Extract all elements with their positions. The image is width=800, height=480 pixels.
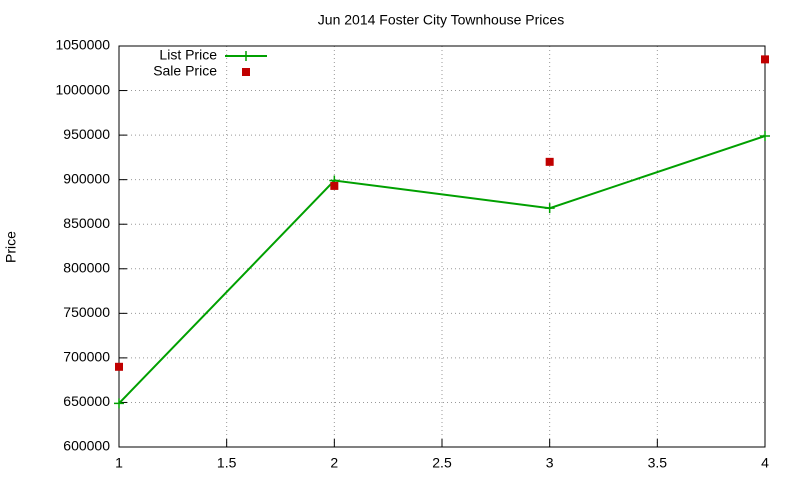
y-tick-label: 600000 — [63, 438, 110, 454]
legend-label: Sale Price — [153, 63, 217, 79]
y-tick-label: 850000 — [63, 215, 110, 231]
point — [760, 131, 770, 142]
x-tick-label: 3.5 — [648, 455, 668, 471]
x-tick-label: 4 — [761, 455, 769, 471]
point — [114, 398, 124, 409]
chart-title: Jun 2014 Foster City Townhouse Prices — [318, 12, 564, 28]
series-line — [118, 135, 766, 405]
x-tick-label: 2 — [330, 455, 338, 471]
point — [544, 203, 555, 214]
x-tick-label: 3 — [546, 455, 554, 471]
legend-label: List Price — [159, 47, 217, 63]
point — [330, 181, 339, 190]
y-tick-label: 750000 — [63, 304, 110, 320]
y-tick-label: 900000 — [63, 170, 110, 186]
point — [115, 362, 123, 371]
y-tick-label: 800000 — [63, 259, 110, 275]
y-tick-label: 650000 — [63, 393, 110, 409]
x-tick-label: 2.5 — [432, 455, 452, 471]
y-tick-label: 1050000 — [55, 37, 110, 53]
legend-marker — [242, 68, 250, 76]
point — [545, 157, 554, 166]
x-tick-label: 1.5 — [217, 455, 237, 471]
legend-marker — [241, 51, 251, 61]
x-tick-label: 1 — [115, 455, 123, 471]
y-tick-label: 950000 — [63, 126, 110, 142]
y-tick-label: 1000000 — [55, 81, 110, 97]
plot-frame — [118, 45, 766, 448]
y-tick-label: 700000 — [63, 349, 110, 365]
point — [761, 55, 769, 64]
y-axis-label: Price — [3, 231, 19, 263]
